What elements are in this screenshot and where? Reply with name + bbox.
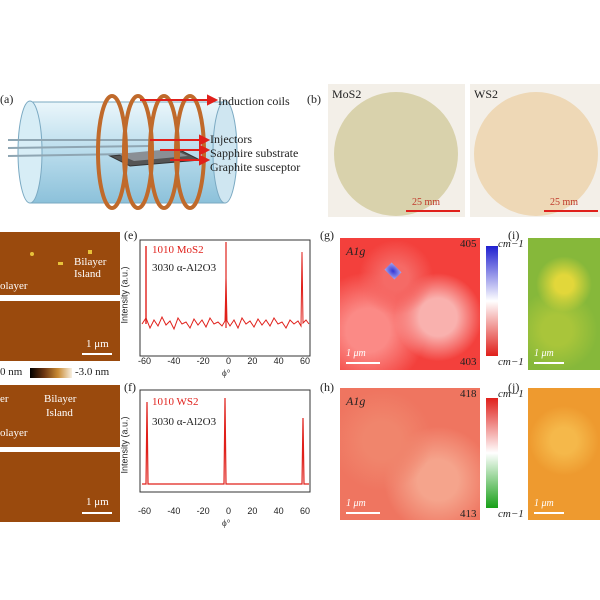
xrd-plot-mos2 — [139, 239, 311, 357]
xtick: -40 — [167, 356, 181, 366]
afm-scale-label: 1 μm — [86, 496, 109, 508]
afm-mos2-bottom: 1 μm — [0, 301, 120, 361]
scale-bar — [346, 362, 380, 364]
xrd-xticks: -60 -40 -20 0 20 40 60 — [138, 356, 310, 366]
xtick: -60 — [138, 506, 152, 516]
xtick: -40 — [167, 506, 181, 516]
callout-sapphire-substrate: Sapphire substrate — [210, 146, 299, 160]
wafer-photo-right: WS2 25 mm — [470, 84, 600, 217]
afm-speck — [88, 250, 92, 254]
map-mode-label: A1g — [346, 394, 366, 408]
afm-ws2-top: er Bilayer Island olayer — [0, 385, 120, 447]
callout-injectors: Injectors — [210, 132, 252, 146]
xrd-ylabel: Intensity (a.u.) — [119, 266, 130, 324]
colorbar-max: 418 — [460, 388, 477, 400]
scale-bar — [346, 512, 380, 514]
map-scale-label: 1 μm — [346, 498, 366, 509]
panel-i-label: (i) — [508, 228, 520, 242]
pl-map-mos2: 1 μm — [528, 238, 600, 370]
cvd-reactor-schematic — [7, 94, 238, 210]
xtick: 60 — [299, 356, 310, 366]
panel-e-label: (e) — [124, 228, 138, 242]
scale-label-right: 25 mm — [550, 197, 579, 208]
afm-colorbar-max: -3.0 nm — [75, 366, 110, 378]
raman-hotspot — [384, 262, 402, 280]
afm-bilayer-label: Bilayer — [74, 256, 107, 268]
afm-scale-label: 1 μm — [86, 338, 109, 350]
xtick: 0 — [225, 356, 231, 366]
colorbar-max: 405 — [460, 238, 477, 250]
xtick: 40 — [273, 506, 284, 516]
scale-bar — [534, 362, 564, 364]
scale-bar — [534, 512, 564, 514]
afm-island-label: Island — [46, 407, 73, 419]
panel-f-label: (f) — [124, 380, 136, 394]
xtick: 60 — [299, 506, 310, 516]
map-scale-label: 1 μm — [346, 348, 366, 359]
xrd-legend-2: 3030 α-Al2O3 — [152, 262, 217, 274]
scale-bar — [82, 512, 112, 514]
afm-ws2-bottom: 1 μm — [0, 452, 120, 522]
raman-colorbar — [486, 246, 498, 356]
scale-label-left: 25 mm — [412, 197, 441, 208]
map-scale-label: 1 μm — [534, 348, 554, 359]
afm-colorbar — [30, 368, 72, 378]
panel-h-label: (h) — [320, 380, 334, 394]
afm-speck — [58, 262, 63, 265]
colorbar-unit-top: cm−1 — [498, 238, 524, 250]
raman-colorbar — [486, 398, 498, 508]
xrd-trace-mos2 — [141, 251, 310, 331]
afm-monolayer-label: olayer — [0, 280, 28, 292]
colorbar-min: 403 — [460, 356, 477, 368]
xtick: -60 — [138, 356, 152, 366]
wafer-right-name: WS2 — [474, 87, 498, 101]
panel-j-label: (j) — [508, 380, 520, 394]
wafer-left-name: MoS2 — [332, 87, 362, 101]
xrd-xticks: -60 -40 -20 0 20 40 60 — [138, 506, 310, 516]
callout-induction-coils: Induction coils — [218, 94, 290, 108]
panel-b-label: (b) — [307, 92, 321, 106]
xtick: -20 — [196, 356, 210, 366]
afm-bilayer-label: Bilayer — [44, 393, 77, 405]
ws2-wafer — [474, 92, 598, 216]
xtick: 20 — [247, 356, 258, 366]
colorbar-unit-top: cm−1 — [498, 388, 524, 400]
scale-bar — [82, 353, 112, 355]
xrd-xlabel: ϕ° — [222, 518, 231, 528]
map-mode-label: A1g — [346, 244, 366, 258]
xrd-ylabel: Intensity (a.u.) — [119, 416, 130, 474]
scale-bar-left — [406, 210, 460, 212]
afm-island-label: Island — [74, 268, 101, 280]
xrd-trace-ws2 — [142, 397, 309, 485]
xtick: -20 — [196, 506, 210, 516]
xrd-legend-1: 1010 MoS2 — [152, 244, 204, 256]
colorbar-unit-bottom: cm−1 — [498, 508, 524, 520]
afm-mos2-top: Bilayer Island olayer — [0, 232, 120, 295]
raman-map-ws2: A1g 1 μm — [340, 388, 480, 520]
pl-map-ws2: 1 μm — [528, 388, 600, 520]
afm-colorbar-min: 0 nm — [0, 366, 23, 378]
xrd-legend-1: 1010 WS2 — [152, 396, 199, 408]
scale-bar-right — [544, 210, 598, 212]
xtick: 20 — [247, 506, 258, 516]
colorbar-min: 413 — [460, 508, 477, 520]
panel-g-label: (g) — [320, 228, 334, 242]
afm-speck — [30, 252, 34, 256]
xrd-xlabel: ϕ° — [222, 368, 231, 378]
xtick: 0 — [225, 506, 231, 516]
map-scale-label: 1 μm — [534, 498, 554, 509]
afm-prefix-label: er — [0, 393, 9, 405]
mos2-wafer — [334, 92, 458, 216]
xtick: 40 — [273, 356, 284, 366]
callout-graphite-susceptor: Graphite susceptor — [210, 160, 301, 174]
xrd-plot-ws2 — [139, 389, 311, 493]
raman-map-mos2: A1g 1 μm — [340, 238, 480, 370]
wafer-photo-left: MoS2 25 mm — [328, 84, 465, 217]
afm-monolayer-label: olayer — [0, 427, 28, 439]
colorbar-unit-bottom: cm−1 — [498, 356, 524, 368]
panel-a-label: (a) — [0, 92, 14, 106]
xrd-legend-2: 3030 α-Al2O3 — [152, 416, 217, 428]
